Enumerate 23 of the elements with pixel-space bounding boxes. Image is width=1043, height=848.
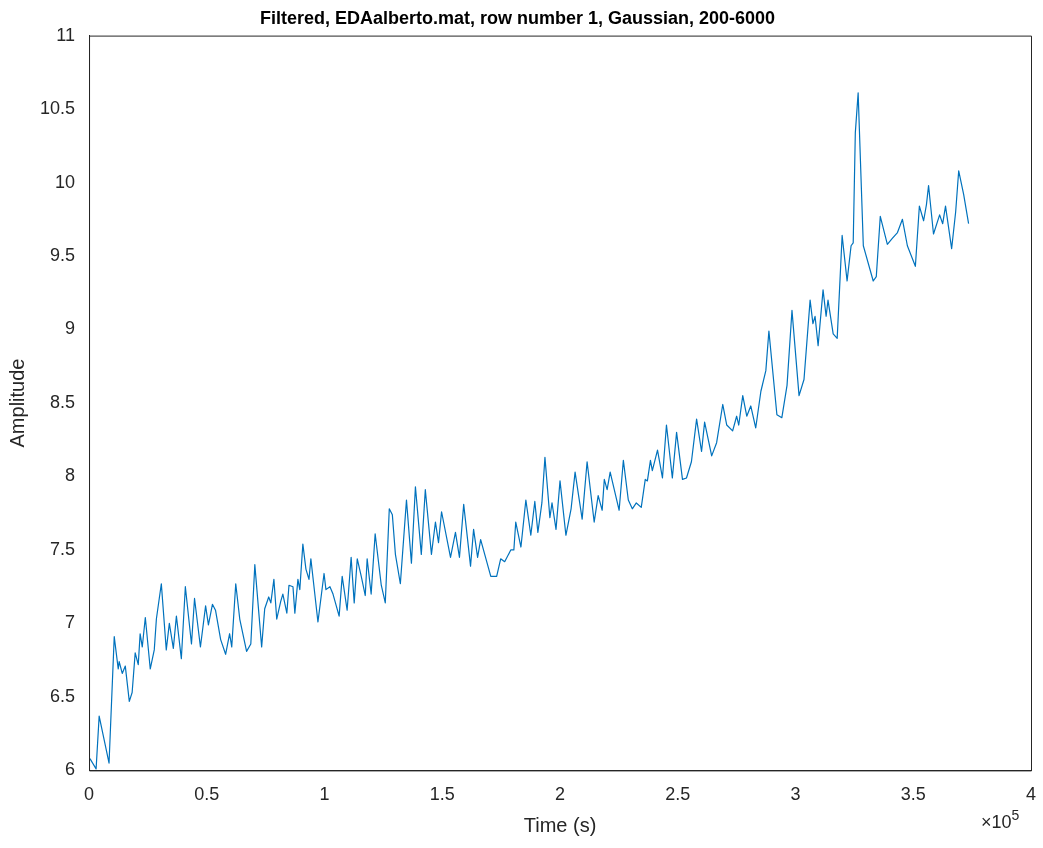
x-axis-title: Time (s) <box>523 813 597 836</box>
y-tick-label: 6 <box>65 759 76 780</box>
y-tick-label: 8.5 <box>50 391 76 412</box>
y-tick-label: 8 <box>65 465 76 486</box>
y-tick-label: 9.5 <box>50 245 76 266</box>
y-axis-title: Amplitude <box>5 358 28 448</box>
y-tick-label: 7 <box>65 612 76 633</box>
x-tick-label: 1 <box>319 784 330 805</box>
y-tick-label: 7.5 <box>50 538 76 559</box>
x-tick-label: 0.5 <box>194 784 220 805</box>
x-tick-label: 1.5 <box>429 784 455 805</box>
x-tick-label: 2 <box>555 784 566 805</box>
x-tick-label: 3.5 <box>900 784 926 805</box>
y-tick-label: 11 <box>56 24 76 45</box>
chart-title: Filtered, EDAalberto.mat, row number 1, Gaussian, 200-6000 <box>259 7 776 28</box>
x-tick-label: 3 <box>790 784 801 805</box>
y-tick-label: 10 <box>55 171 76 192</box>
y-tick-label: 6.5 <box>50 685 76 706</box>
x-tick-label: 2.5 <box>665 784 691 805</box>
y-tick-label: 9 <box>65 318 76 339</box>
x-tick-label: 4 <box>1025 784 1037 805</box>
y-tick-label: 10.5 <box>39 98 76 119</box>
x-tick-label: 0 <box>84 784 95 805</box>
